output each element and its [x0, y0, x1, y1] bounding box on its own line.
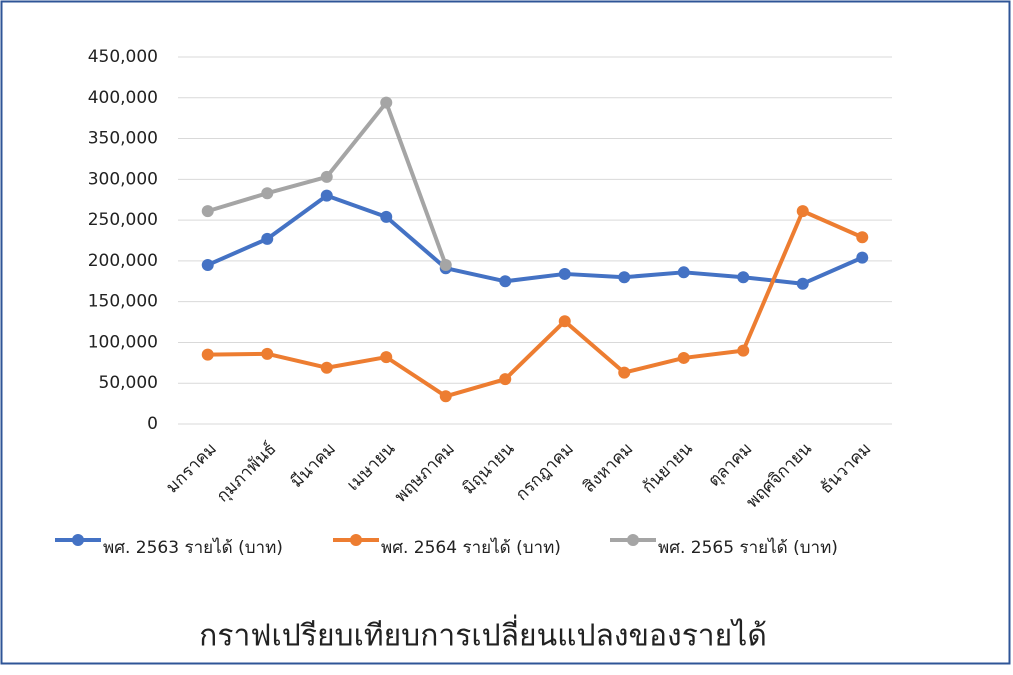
- y-tick-label: 350,000: [88, 129, 158, 149]
- y-tick-label: 0: [147, 414, 158, 434]
- series-line: [207, 209, 864, 399]
- data-point: [439, 390, 452, 403]
- y-tick-label: 150,000: [88, 292, 158, 312]
- legend-label: พศ. 2565 รายได้ (บาท): [658, 537, 838, 558]
- y-tick-label: 250,000: [88, 210, 158, 230]
- data-point: [737, 344, 750, 357]
- legend-marker: [627, 534, 639, 546]
- data-point: [618, 366, 631, 379]
- data-point: [558, 267, 571, 280]
- y-tick-label: 400,000: [88, 88, 158, 108]
- y-tick-label: 300,000: [88, 169, 158, 189]
- legend-marker: [350, 534, 362, 546]
- data-point: [261, 232, 274, 245]
- data-point: [380, 351, 393, 364]
- data-point: [618, 271, 631, 284]
- data-point: [380, 210, 393, 223]
- data-point: [856, 251, 869, 264]
- legend-label: พศ. 2563 รายได้ (บาท): [103, 537, 283, 558]
- data-point: [201, 205, 214, 218]
- data-point: [261, 187, 274, 200]
- data-point: [677, 266, 690, 279]
- chart-title: กราฟเปรียบเทียบการเปลี่ยนแปลงของรายได้: [199, 615, 767, 654]
- data-point: [796, 277, 809, 290]
- data-point: [201, 258, 214, 271]
- y-tick-label: 50,000: [99, 373, 158, 393]
- legend-label: พศ. 2564 รายได้ (บาท): [381, 537, 561, 558]
- data-point: [261, 347, 274, 360]
- y-tick-label: 100,000: [88, 332, 158, 352]
- y-tick-label: 450,000: [88, 47, 158, 67]
- data-point: [796, 205, 809, 218]
- data-point: [856, 231, 869, 244]
- y-tick-label: 200,000: [88, 251, 158, 271]
- data-point: [201, 348, 214, 361]
- data-point: [737, 271, 750, 284]
- series-line: [206, 193, 864, 286]
- data-point: [320, 170, 333, 183]
- data-point: [320, 189, 333, 202]
- data-point: [499, 373, 512, 386]
- data-point: [320, 361, 333, 374]
- data-point: [558, 315, 571, 328]
- data-point: [499, 275, 512, 288]
- data-point: [677, 351, 690, 364]
- legend-marker: [72, 534, 84, 546]
- data-point: [380, 96, 393, 109]
- data-point: [439, 258, 452, 271]
